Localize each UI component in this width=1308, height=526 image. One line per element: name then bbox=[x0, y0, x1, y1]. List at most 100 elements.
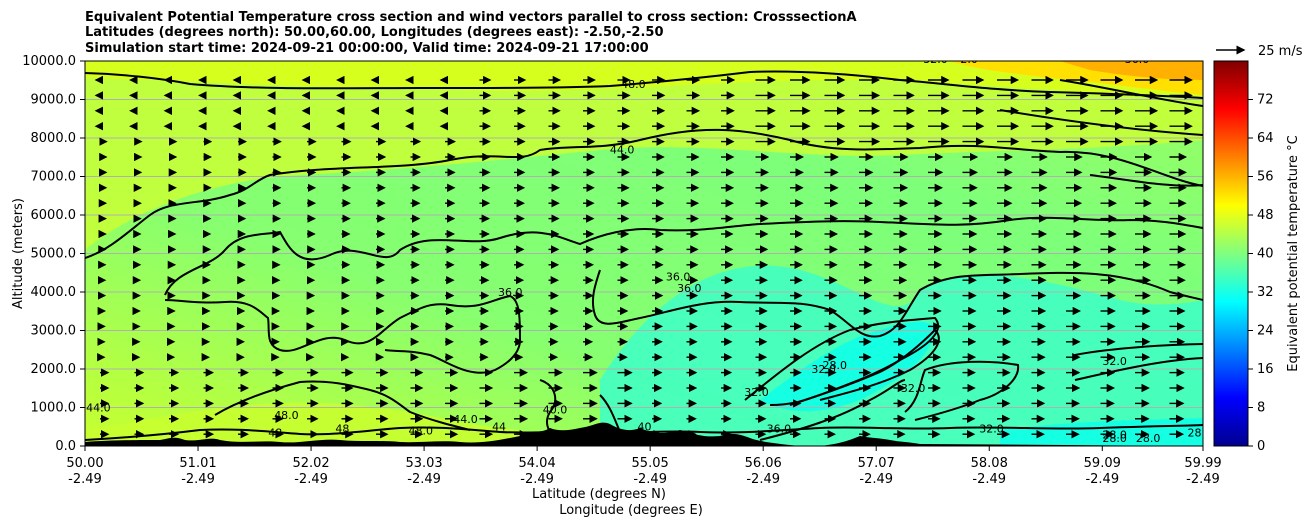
x-tick-label-lon: -2.49 bbox=[859, 472, 893, 487]
x-tick-label-lat: 50.00 bbox=[66, 456, 103, 471]
x-tick-label-lat: 59.99 bbox=[1184, 456, 1221, 471]
colorbar-tick-label: 0 bbox=[1257, 439, 1265, 454]
x-tick-label-lat: 51.01 bbox=[179, 456, 216, 471]
theta-e-warmest-region bbox=[1060, 61, 1203, 80]
y-tick-label: 0.0 bbox=[55, 439, 76, 454]
contour-32-far-right bbox=[1074, 343, 1203, 381]
contour-label: 48 bbox=[268, 426, 282, 439]
colorbar-tick-label: 8 bbox=[1257, 401, 1265, 416]
contour-label: 32.0 bbox=[979, 423, 1004, 436]
contour-label: 28.0 bbox=[1102, 432, 1127, 445]
contour-label: 44 bbox=[492, 421, 506, 434]
y-tick-label: 6000.0 bbox=[31, 208, 77, 223]
x-tick-label-lon: -2.49 bbox=[633, 472, 667, 487]
figure-title-line-2: Latitudes (degrees north): 50.00,60.00, … bbox=[85, 25, 664, 40]
y-tick-label: 7000.0 bbox=[31, 170, 77, 185]
contour-label: 32.0 bbox=[901, 382, 926, 395]
x-tick-label-lon: -2.49 bbox=[520, 472, 554, 487]
x-tick-label-lon: -2.49 bbox=[746, 472, 780, 487]
x-tick-label-lat: 54.04 bbox=[519, 456, 556, 471]
contour-label: 48.0 bbox=[408, 424, 433, 437]
contour-36-center bbox=[591, 269, 1203, 338]
contour-48-surface bbox=[214, 380, 471, 431]
contour-label: 32.0 bbox=[1102, 355, 1127, 368]
figure-title-line-1: Equivalent Potential Temperature cross s… bbox=[85, 10, 857, 25]
plot-area: 48.044.036.036.036.044.048.048 48 48.044.0… bbox=[85, 53, 1206, 446]
contour-label: 28.0 bbox=[823, 359, 848, 372]
contour-44 bbox=[85, 128, 1203, 259]
x-axis: 50.00-2.4951.01-2.4952.02-2.4953.03-2.49… bbox=[66, 446, 1222, 487]
contour-label: 44.0 bbox=[610, 143, 635, 156]
x-tick-label-lon: -2.49 bbox=[1186, 472, 1220, 487]
x-tick-label-lat: 55.05 bbox=[632, 456, 669, 471]
contour-label: 36.0 bbox=[498, 286, 523, 299]
x-tick-label-lat: 58.08 bbox=[971, 456, 1008, 471]
contour-lines bbox=[85, 70, 1203, 441]
contour-label: 36.0 bbox=[666, 270, 691, 283]
y-tick-label: 4000.0 bbox=[31, 285, 77, 300]
contour-label: 48 bbox=[335, 423, 349, 436]
x-tick-label-lon: -2.49 bbox=[407, 472, 441, 487]
theta-e-cold-right bbox=[1000, 418, 1203, 446]
y-axis-label: Altitude (meters) bbox=[11, 198, 26, 309]
y-tick-label: 2000.0 bbox=[31, 362, 77, 377]
colorbar-fill bbox=[1213, 60, 1249, 447]
colorbar-tick-label: 48 bbox=[1257, 208, 1274, 223]
contour-label: 32.0 bbox=[923, 53, 948, 66]
x-tick-label-lon: -2.49 bbox=[181, 472, 215, 487]
contour-label: 36.0 bbox=[677, 282, 702, 295]
contour-48-top-right-2 bbox=[999, 109, 1203, 136]
x-tick-label-lat: 56.06 bbox=[745, 456, 782, 471]
y-tick-label: 5000.0 bbox=[31, 247, 77, 262]
colorbar-tick-label: 64 bbox=[1257, 131, 1274, 146]
x-axis-label: Latitude (degrees N) bbox=[532, 487, 666, 502]
x-tick-label-lon: -2.49 bbox=[294, 472, 328, 487]
contour-label: 48.0 bbox=[274, 409, 299, 422]
y-tick-label: 8000.0 bbox=[31, 131, 77, 146]
contour-label: 44.0 bbox=[453, 413, 478, 426]
contour-label: 28.0 bbox=[1102, 428, 1127, 441]
colorbar-ticks: 0 8 16 24 32 40 48 56 64 72 bbox=[1248, 93, 1274, 454]
colorbar-tick-label: 24 bbox=[1257, 324, 1274, 339]
colorbar-tick-label: 72 bbox=[1257, 93, 1274, 108]
contour-label: 48.0 bbox=[621, 78, 646, 91]
theta-e-upper-layer bbox=[85, 61, 1203, 250]
contour-label: 28.0 bbox=[1136, 432, 1161, 445]
quiver-key-label: 25 m/s bbox=[1258, 44, 1303, 59]
contour-label: 2.0 bbox=[960, 53, 978, 66]
x-tick-label-lon: -2.49 bbox=[68, 472, 102, 487]
x-tick-label-lon: -2.49 bbox=[972, 472, 1006, 487]
wind-vectors bbox=[94, 75, 1193, 439]
contour-48-top-right bbox=[1059, 79, 1203, 107]
x-tick-label-lat: 53.03 bbox=[405, 456, 442, 471]
x-tick-label-lat: 57.07 bbox=[858, 456, 895, 471]
colorbar-label: Equivalent potential temperature °C bbox=[1286, 135, 1301, 371]
colorbar-tick-label: 40 bbox=[1257, 247, 1274, 262]
x-tick-label-lon: -2.49 bbox=[1085, 472, 1119, 487]
contour-labels: 48.044.036.036.036.044.048.048 48 48.044.0… bbox=[86, 53, 1206, 445]
y-tick-label: 1000.0 bbox=[31, 401, 77, 416]
contour-label: 40.0 bbox=[543, 403, 568, 416]
theta-e-coldest-region bbox=[760, 321, 935, 412]
x-tick-label-lat: 59.09 bbox=[1084, 456, 1121, 471]
contour-32-right bbox=[904, 360, 1020, 421]
x-tick-label-lat: 52.02 bbox=[292, 456, 329, 471]
contour-label: 28. bbox=[1188, 426, 1206, 439]
y-tick-label: 10000.0 bbox=[22, 54, 76, 69]
contour-48-upper bbox=[85, 70, 1203, 99]
colorbar-tick-label: 16 bbox=[1257, 362, 1274, 377]
contour-label: 36.0 bbox=[1125, 53, 1150, 66]
quiver-key: 25 m/s bbox=[1216, 44, 1303, 59]
contour-label: 40 bbox=[638, 421, 652, 434]
y-axis: 0.0 1000.0 2000.0 3000.0 4000.0 5000.0 6000.0 7… bbox=[22, 54, 85, 454]
figure-title-line-3: Simulation start time: 2024-09-21 00:00:… bbox=[85, 41, 649, 56]
x-axis-label-secondary: Longitude (degrees E) bbox=[559, 503, 703, 518]
contour-label: 32.0 bbox=[811, 363, 836, 376]
colorbar: 0 8 16 24 32 40 48 56 64 72 Equivalent potential … bbox=[1213, 60, 1301, 454]
contour-label: 44.0 bbox=[86, 401, 111, 414]
terrain bbox=[85, 422, 1203, 446]
contour-label: 32.0 bbox=[744, 386, 769, 399]
colorbar-tick-label: 32 bbox=[1257, 285, 1274, 300]
theta-e-top-band bbox=[85, 61, 1203, 98]
